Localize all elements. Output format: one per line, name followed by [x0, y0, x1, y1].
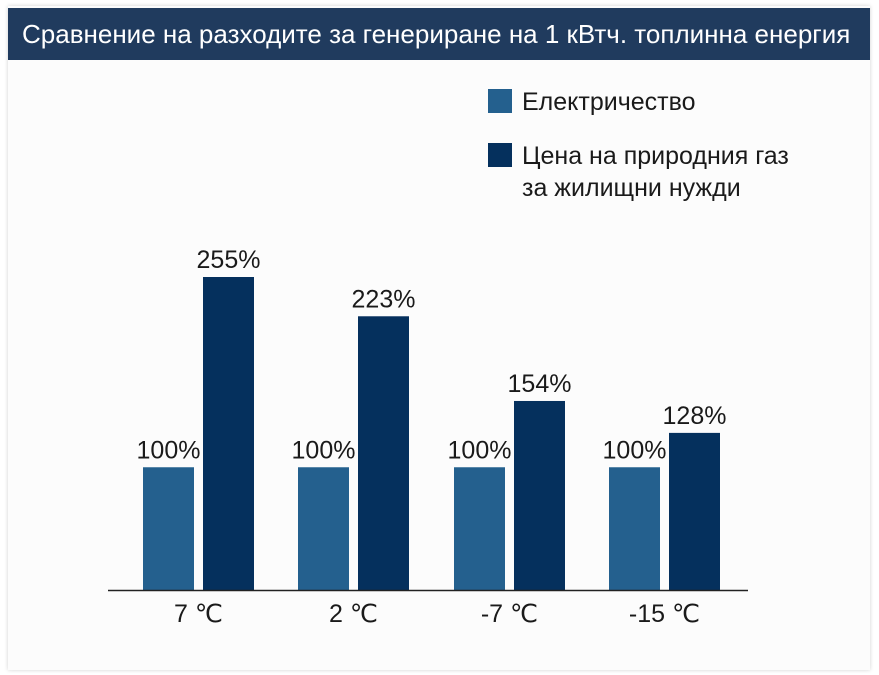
bar-electricity-3 [609, 467, 660, 590]
x-tick-label-0: 7 ℃ [174, 600, 223, 628]
legend-swatch-electricity [488, 89, 512, 113]
legend-label-gas-line-0: Цена на природния газ [522, 142, 789, 170]
title-bar: Сравнение на разходите за генериране на … [8, 8, 870, 60]
x-tick-label-3: -15 ℃ [629, 600, 700, 628]
bars-group [143, 277, 720, 590]
legend: Електричество Цена на природния газ за жи… [488, 88, 789, 202]
x-tick-label-2: -7 ℃ [481, 600, 538, 628]
value-label-gas-2: 154% [508, 370, 572, 398]
x-tick-label-1: 2 ℃ [329, 600, 378, 628]
bar-electricity-0 [143, 467, 194, 590]
value-label-electricity-0: 100% [137, 436, 201, 464]
bar-electricity-2 [454, 467, 505, 590]
chart-title: Сравнение на разходите за генериране на … [22, 19, 851, 49]
value-label-gas-0: 255% [197, 246, 261, 274]
legend-label-gas-line-1: за жилищни нужди [522, 174, 741, 202]
bar-gas-1 [358, 316, 409, 590]
value-label-electricity-1: 100% [292, 436, 356, 464]
value-label-electricity-3: 100% [603, 436, 667, 464]
bar-gas-2 [514, 400, 565, 590]
value-label-electricity-2: 100% [448, 436, 512, 464]
value-label-gas-1: 223% [352, 285, 416, 313]
bar-electricity-1 [298, 467, 349, 590]
value-label-gas-3: 128% [663, 402, 727, 430]
bar-gas-0 [203, 277, 254, 590]
x-tick-labels-group: 7 ℃ 2 ℃ -7 ℃ -15 ℃ [174, 600, 700, 628]
legend-label-electricity: Електричество [522, 88, 696, 116]
legend-swatch-gas [488, 143, 512, 167]
value-labels-group: 100% 255% 100% 223% 100% 154% 100% 128% [137, 246, 727, 464]
legend-label-gas: Цена на природния газ за жилищни нужди [522, 142, 789, 202]
bar-gas-3 [669, 432, 720, 590]
